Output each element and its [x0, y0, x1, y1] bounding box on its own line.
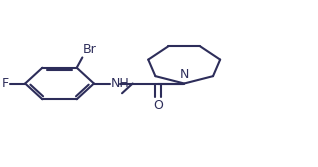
Text: O: O	[153, 99, 163, 112]
Text: N: N	[180, 67, 189, 80]
Text: F: F	[2, 77, 9, 90]
Text: NH: NH	[111, 77, 130, 90]
Text: Br: Br	[83, 43, 97, 56]
